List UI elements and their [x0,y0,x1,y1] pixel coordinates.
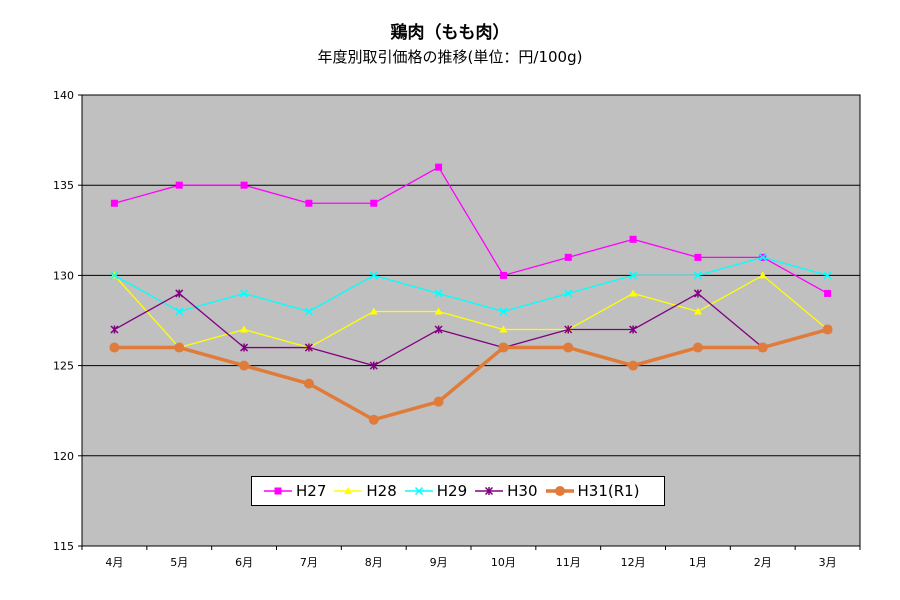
x-tick-label: 11月 [556,556,581,569]
data-point [499,325,508,333]
x-tick-label: 1月 [689,556,707,569]
legend-item: H30 [473,482,538,500]
data-point [369,361,378,370]
data-point [305,199,313,207]
data-point [564,253,572,261]
x-tick-label: 4月 [105,556,123,569]
legend-label: H30 [507,482,538,500]
data-point [304,343,313,352]
chart-subtitle: 年度別取引価格の推移(単位：円/100g) [317,48,583,66]
data-point [175,181,183,189]
data-point [110,325,119,334]
data-point [240,181,248,189]
chart-legend: H27 H28 H29 H30 H31(R1) [251,476,665,506]
series-line-h31-r1- [114,327,829,422]
legend-item: H29 [403,482,467,500]
data-point [628,360,639,371]
data-point [240,343,249,352]
data-point [110,199,118,207]
legend-symbol [475,486,504,496]
legend-item: H28 [332,482,397,500]
data-point [240,325,249,333]
data-point [694,253,702,261]
data-point [239,360,250,371]
x-tick-label: 3月 [819,556,837,569]
data-point [499,271,507,279]
x-tick-label: 9月 [430,556,448,569]
data-point [499,307,508,316]
data-point [629,271,638,280]
data-point [823,271,832,280]
data-point [693,271,702,280]
data-point [175,307,184,316]
y-tick-label: 130 [53,269,74,282]
data-point [757,342,768,353]
data-point [692,342,703,353]
legend-item: H27 [262,482,326,500]
data-point [629,235,637,243]
data-point [629,289,638,297]
data-point [240,289,249,298]
data-point [758,253,767,262]
data-point [693,289,702,298]
data-point [824,289,832,297]
data-point [564,289,573,298]
legend-label: H29 [436,482,468,500]
legend-label: H27 [296,482,327,500]
x-tick-label: 7月 [300,556,318,569]
data-point [303,378,314,389]
y-tick-label: 120 [53,450,74,463]
legend-item: H31(R1) [544,482,640,500]
data-point [109,342,120,353]
data-point [110,271,119,280]
series-line-h30 [114,292,828,367]
data-point [629,325,638,334]
x-tick-label: 8月 [365,556,383,569]
series-line-h29 [114,256,828,313]
data-point [434,325,443,334]
data-point [693,307,702,315]
y-tick-label: 135 [53,179,74,192]
legend-label: H31(R1) [577,482,640,500]
y-tick-label: 115 [53,540,74,553]
data-point [498,342,509,353]
x-tick-label: 10月 [491,556,516,569]
data-point [758,271,767,279]
data-point [304,307,313,316]
series-line-h28 [113,274,828,349]
data-point [368,414,379,425]
x-tick-label: 6月 [235,556,253,569]
data-point [564,325,573,334]
series-line-h27 [114,166,828,295]
data-point [822,324,833,335]
data-point [369,307,378,315]
data-point [174,342,185,353]
x-tick-label: 12月 [621,556,646,569]
y-tick-label: 125 [53,360,74,373]
x-tick-label: 2月 [754,556,772,569]
data-point [434,307,443,315]
data-point [370,199,378,207]
data-point [175,289,184,298]
data-point [369,271,378,280]
data-point [433,396,444,407]
data-point [435,163,443,171]
data-point [434,289,443,298]
legend-symbol [334,487,363,494]
y-tick-label: 140 [53,89,74,102]
data-point [563,342,574,353]
x-tick-label: 5月 [170,556,188,569]
legend-symbol [545,486,574,496]
chart-title: 鶏肉（もも肉） [390,23,510,43]
legend-symbol [264,487,292,495]
legend-label: H28 [366,482,397,500]
legend-symbol [404,486,433,496]
